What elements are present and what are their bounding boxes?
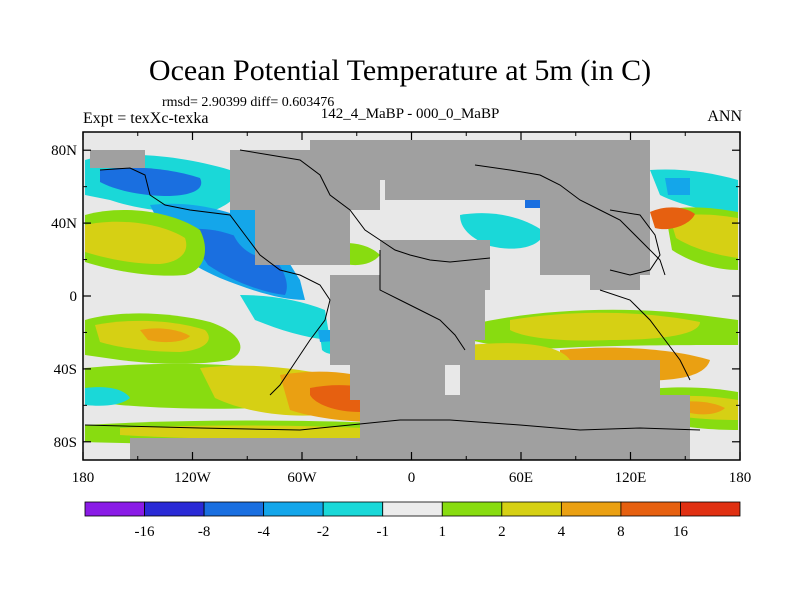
page-title: Ocean Potential Temperature at 5m (in C) — [148, 54, 652, 87]
lat-tick-label: 40S — [54, 362, 77, 378]
colorbar-swatch — [560, 501, 622, 517]
colorbar-label: 8 — [617, 524, 625, 540]
lon-tick-label: 0 — [408, 470, 416, 486]
field-yellow-southern-band — [120, 425, 400, 440]
coastlines — [84, 149, 701, 431]
lon-tick-label: 180 — [72, 470, 95, 486]
colorbar-swatch — [382, 501, 443, 517]
lon-tick-label: 180 — [729, 470, 752, 486]
field-blue-north-pacific — [100, 167, 202, 196]
colorbar-label: -1 — [376, 524, 389, 540]
field-blue-northwest-pacific — [665, 178, 690, 195]
colorbar-swatch — [501, 501, 562, 517]
colorbar-swatch — [144, 501, 205, 517]
colorbar-swatch — [680, 501, 741, 517]
subtitle: 142_4_MaBP - 000_0_MaBP — [320, 106, 500, 122]
colorbar-label: 2 — [498, 524, 506, 540]
lat-tick-label: 0 — [70, 289, 78, 305]
lon-tick-label: 120W — [174, 470, 212, 486]
latitude-axis: 80N 40N 0 40S 80S — [51, 143, 740, 451]
lat-tick-label: 80N — [51, 143, 77, 159]
land-asia-body — [540, 175, 650, 275]
land-masks — [90, 140, 690, 460]
field-orange-tropical-pacific — [140, 328, 190, 343]
field-yellow-east-pacific — [670, 214, 738, 258]
land-east-coast — [590, 270, 640, 290]
land-north-america-body — [255, 195, 350, 265]
colorbar-swatch — [441, 501, 503, 517]
longitude-axis: 180 120W 60W 0 60E 120E 180 — [72, 132, 752, 486]
land-arctic-strip — [520, 150, 610, 170]
season-label: ANN — [707, 108, 742, 125]
colorbar-swatch — [620, 501, 681, 517]
field-deep-blue-pacific — [185, 228, 287, 295]
field-cyan-east-pacific — [240, 295, 330, 340]
field-cyan-mid-east — [460, 213, 545, 249]
field-yellow-south-indian — [510, 312, 700, 341]
colorbar-swatch — [263, 501, 324, 517]
colorbar-swatch — [322, 501, 384, 517]
land-africa — [450, 280, 485, 340]
field-yellow-north-pacific — [85, 221, 187, 264]
lon-tick-label: 60E — [509, 470, 533, 486]
lat-tick-label: 40N — [51, 216, 77, 232]
colorbar: -16 -8 -4 -2 -1 1 2 4 8 16 — [84, 501, 741, 540]
lon-tick-label: 120E — [615, 470, 647, 486]
field-orange-east-pacific — [650, 207, 695, 230]
land-south-america-lower — [350, 360, 445, 400]
colorbar-label: -16 — [135, 524, 155, 540]
field-orange-southern-ocean — [680, 401, 725, 415]
colorbar-label: -4 — [257, 524, 270, 540]
colorbar-label: -8 — [198, 524, 211, 540]
colorbar-label: 16 — [673, 524, 689, 540]
map-plot — [83, 132, 740, 460]
colorbar-swatch — [203, 501, 265, 517]
land-antarctica-west — [130, 438, 690, 460]
lon-tick-label: 60W — [287, 470, 317, 486]
colorbar-label: -2 — [317, 524, 330, 540]
colorbar-label: 1 — [439, 524, 447, 540]
colorbar-swatch — [84, 501, 145, 517]
field-cyan-south-west — [85, 387, 130, 406]
land-north-america-west — [90, 150, 145, 168]
stats-text: rmsd= 2.90399 diff= 0.603476 — [162, 95, 335, 110]
experiment-label: Expt = texXc-texka — [83, 110, 209, 127]
lat-tick-label: 80S — [54, 435, 77, 451]
colorbar-label: 4 — [558, 524, 566, 540]
